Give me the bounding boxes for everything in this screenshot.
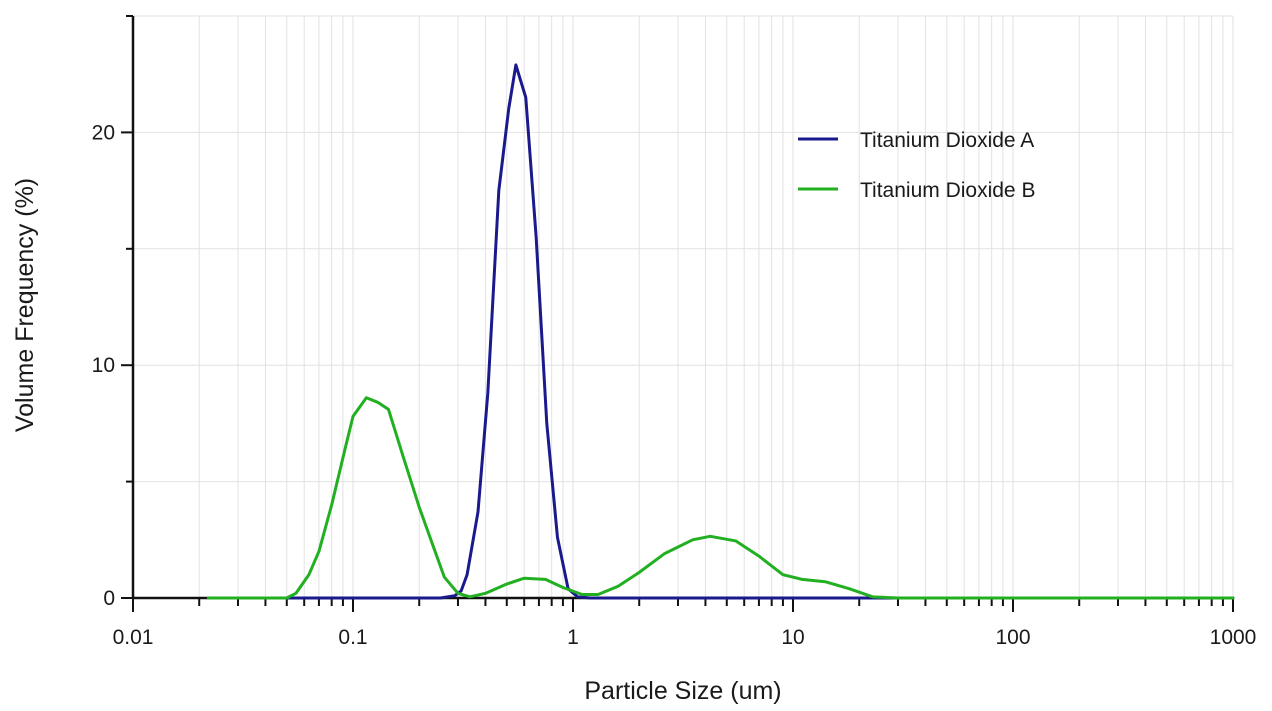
legend: Titanium Dioxide A Titanium Dioxide B bbox=[798, 129, 1035, 202]
plot-area bbox=[206, 63, 1235, 600]
grid bbox=[133, 15, 1234, 598]
legend-label: Titanium Dioxide A bbox=[860, 129, 1034, 152]
x-tick-label: 0.1 bbox=[338, 626, 367, 649]
x-tick-label: 10 bbox=[781, 626, 804, 649]
y-axis-title: Volume Frequency (%) bbox=[11, 178, 39, 432]
x-tick-label: 0.01 bbox=[113, 626, 154, 649]
x-tick-label: 1000 bbox=[1210, 626, 1257, 649]
x-axis-title: Particle Size (um) bbox=[584, 677, 781, 705]
axes: 0.01 0.1 1 10 100 1000 0 10 20 bbox=[92, 15, 1257, 649]
x-tick-label: 1 bbox=[567, 626, 579, 649]
y-tick-label: 10 bbox=[92, 354, 115, 377]
series-line-b bbox=[206, 396, 1235, 600]
x-tick-label: 100 bbox=[995, 626, 1030, 649]
y-tick-label: 20 bbox=[92, 121, 115, 144]
y-tick-label: 0 bbox=[103, 587, 115, 610]
legend-label: Titanium Dioxide B bbox=[860, 179, 1035, 202]
